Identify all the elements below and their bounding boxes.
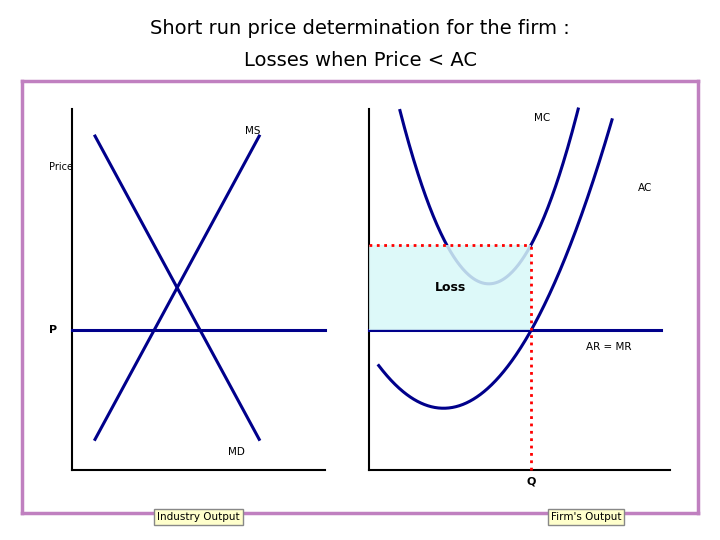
Text: Loss: Loss — [434, 281, 466, 294]
Bar — [369, 245, 531, 330]
Text: P: P — [49, 326, 57, 335]
Text: AR = MR: AR = MR — [586, 342, 631, 352]
Text: Firm's Output: Firm's Output — [551, 512, 621, 522]
Text: Losses when Price < AC: Losses when Price < AC — [243, 51, 477, 70]
Text: MS: MS — [245, 126, 261, 136]
Text: MC: MC — [534, 112, 551, 123]
Text: Industry Output: Industry Output — [158, 512, 240, 522]
Text: AC: AC — [638, 183, 652, 193]
Text: MD: MD — [228, 447, 244, 457]
Text: Q: Q — [526, 476, 536, 486]
Text: Short run price determination for the firm :: Short run price determination for the fi… — [150, 19, 570, 38]
Text: Price: Price — [49, 162, 73, 172]
